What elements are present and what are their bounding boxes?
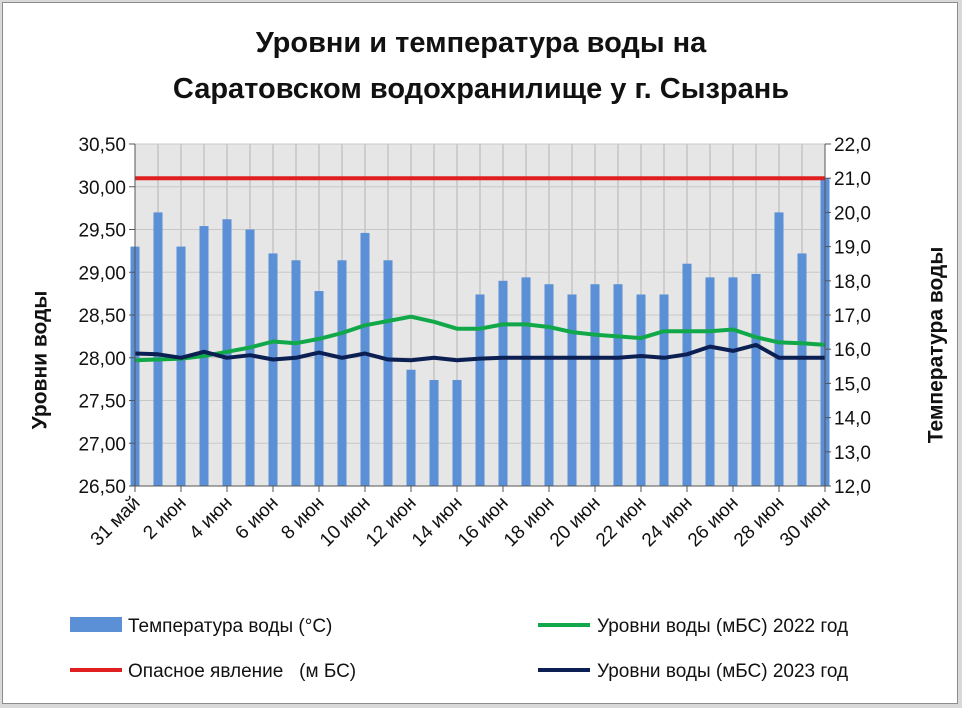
temperature-bar-12 bbox=[406, 369, 416, 486]
temperature-bar-15 bbox=[475, 294, 485, 486]
right-tick-label-4: 18,0 bbox=[834, 272, 871, 293]
temperature-bar-13 bbox=[429, 379, 439, 486]
x-tick-label-3: 6 июн bbox=[231, 493, 282, 544]
x-tick-label-5: 10 июн bbox=[316, 493, 375, 552]
legend-label-temperature: Температура воды (°С) bbox=[128, 616, 332, 637]
series-line-2 bbox=[134, 314, 826, 363]
temperature-bar-1 bbox=[153, 212, 163, 486]
chart-title-line-1: Уровни и температура воды на bbox=[255, 27, 707, 59]
legend-label-level-2023: Уровни воды (мБС) 2023 год bbox=[597, 661, 848, 682]
chart-title-line-2: Саратовском водохранилище у г. Сызрань bbox=[172, 73, 790, 105]
legend-swatch-temperature bbox=[70, 617, 122, 632]
temperature-bar-7 bbox=[291, 260, 301, 486]
right-tick-label-0: 22,0 bbox=[834, 135, 871, 156]
temperature-bar-22 bbox=[636, 294, 646, 486]
temperature-bar-5 bbox=[245, 229, 255, 486]
temperature-bar-6 bbox=[268, 253, 278, 486]
x-tick-label-6: 12 июн bbox=[362, 493, 421, 552]
right-tick-label-3: 19,0 bbox=[834, 238, 871, 259]
temperature-bar-29 bbox=[797, 253, 807, 486]
right-tick-label-5: 17,0 bbox=[834, 306, 871, 327]
temperature-bar-25 bbox=[705, 277, 715, 486]
x-tick-label-8: 16 июн bbox=[454, 493, 513, 552]
x-tick-label-12: 24 июн bbox=[638, 493, 697, 552]
x-tick-label-0: 31 май bbox=[87, 493, 145, 551]
x-tick-label-2: 4 июн bbox=[185, 493, 236, 544]
left-axis-title: Уровни воды bbox=[29, 291, 52, 430]
x-tick-label-15: 30 июн bbox=[776, 493, 835, 552]
left-tick-label-8: 26,50 bbox=[78, 477, 126, 498]
x-tick-label-10: 20 июн bbox=[546, 493, 605, 552]
temperature-bar-17 bbox=[521, 277, 531, 486]
x-tick-label-11: 22 июн bbox=[592, 493, 651, 552]
temperature-bar-2 bbox=[176, 246, 186, 486]
temperature-bar-11 bbox=[383, 260, 393, 486]
x-tick-label-9: 18 июн bbox=[500, 493, 559, 552]
right-axis-title: Температура воды bbox=[925, 247, 948, 444]
right-tick-label-10: 12,0 bbox=[834, 477, 871, 498]
left-tick-label-6: 27,50 bbox=[78, 392, 126, 413]
right-tick-label-6: 16,0 bbox=[834, 340, 871, 361]
left-tick-label-2: 29,50 bbox=[78, 221, 126, 242]
temperature-bar-8 bbox=[314, 291, 324, 486]
right-tick-label-2: 20,0 bbox=[834, 203, 871, 224]
left-axis-ticks: 30,50 30,00 29,50 29,00 28,50 28,00 27,50 27,00… bbox=[78, 135, 135, 498]
level-lines bbox=[134, 176, 826, 363]
temperature-bar-18 bbox=[544, 284, 554, 486]
x-tick-label-14: 28 июн bbox=[730, 493, 789, 552]
legend-label-level-2022: Уровни воды (мБС) 2022 год bbox=[597, 616, 848, 637]
left-tick-label-5: 28,00 bbox=[78, 349, 126, 370]
temperature-bar-26 bbox=[728, 277, 738, 486]
temperature-bar-19 bbox=[567, 294, 577, 486]
temperature-bar-23 bbox=[659, 294, 669, 486]
right-tick-label-8: 14,0 bbox=[834, 409, 871, 430]
legend: Температура воды (°С) Уровни воды (мБС) … bbox=[70, 616, 848, 682]
temperature-bar-21 bbox=[613, 284, 623, 486]
x-tick-label-13: 26 июн bbox=[684, 493, 743, 552]
left-tick-label-7: 27,00 bbox=[78, 434, 126, 455]
temperature-bar-16 bbox=[498, 280, 508, 486]
series-line-3 bbox=[134, 342, 825, 363]
left-tick-label-4: 28,50 bbox=[78, 306, 126, 327]
x-tick-label-7: 14 июн bbox=[408, 493, 467, 552]
temperature-bar-10 bbox=[360, 232, 370, 486]
right-axis-ticks: 22,0 21,0 20,0 19,0 18,0 17,0 16,0 15,0 14,0 13,0… bbox=[825, 135, 871, 498]
temperature-bar-20 bbox=[590, 284, 600, 486]
legend-label-danger: Опасное явление (м БС) bbox=[128, 661, 356, 682]
right-tick-label-9: 13,0 bbox=[834, 443, 871, 464]
x-tick-label-1: 2 июн bbox=[139, 493, 190, 544]
right-tick-label-1: 21,0 bbox=[834, 169, 871, 190]
left-tick-label-3: 29,00 bbox=[78, 263, 126, 284]
left-tick-label-1: 30,00 bbox=[78, 178, 126, 199]
temperature-bar-9 bbox=[337, 260, 347, 486]
left-tick-label-0: 30,50 bbox=[78, 135, 126, 156]
temperature-bar-24 bbox=[682, 263, 692, 486]
right-tick-label-7: 15,0 bbox=[834, 374, 871, 395]
temperature-bar-28 bbox=[774, 212, 784, 486]
temperature-bar-27 bbox=[751, 273, 761, 486]
temperature-bar-14 bbox=[452, 379, 462, 486]
